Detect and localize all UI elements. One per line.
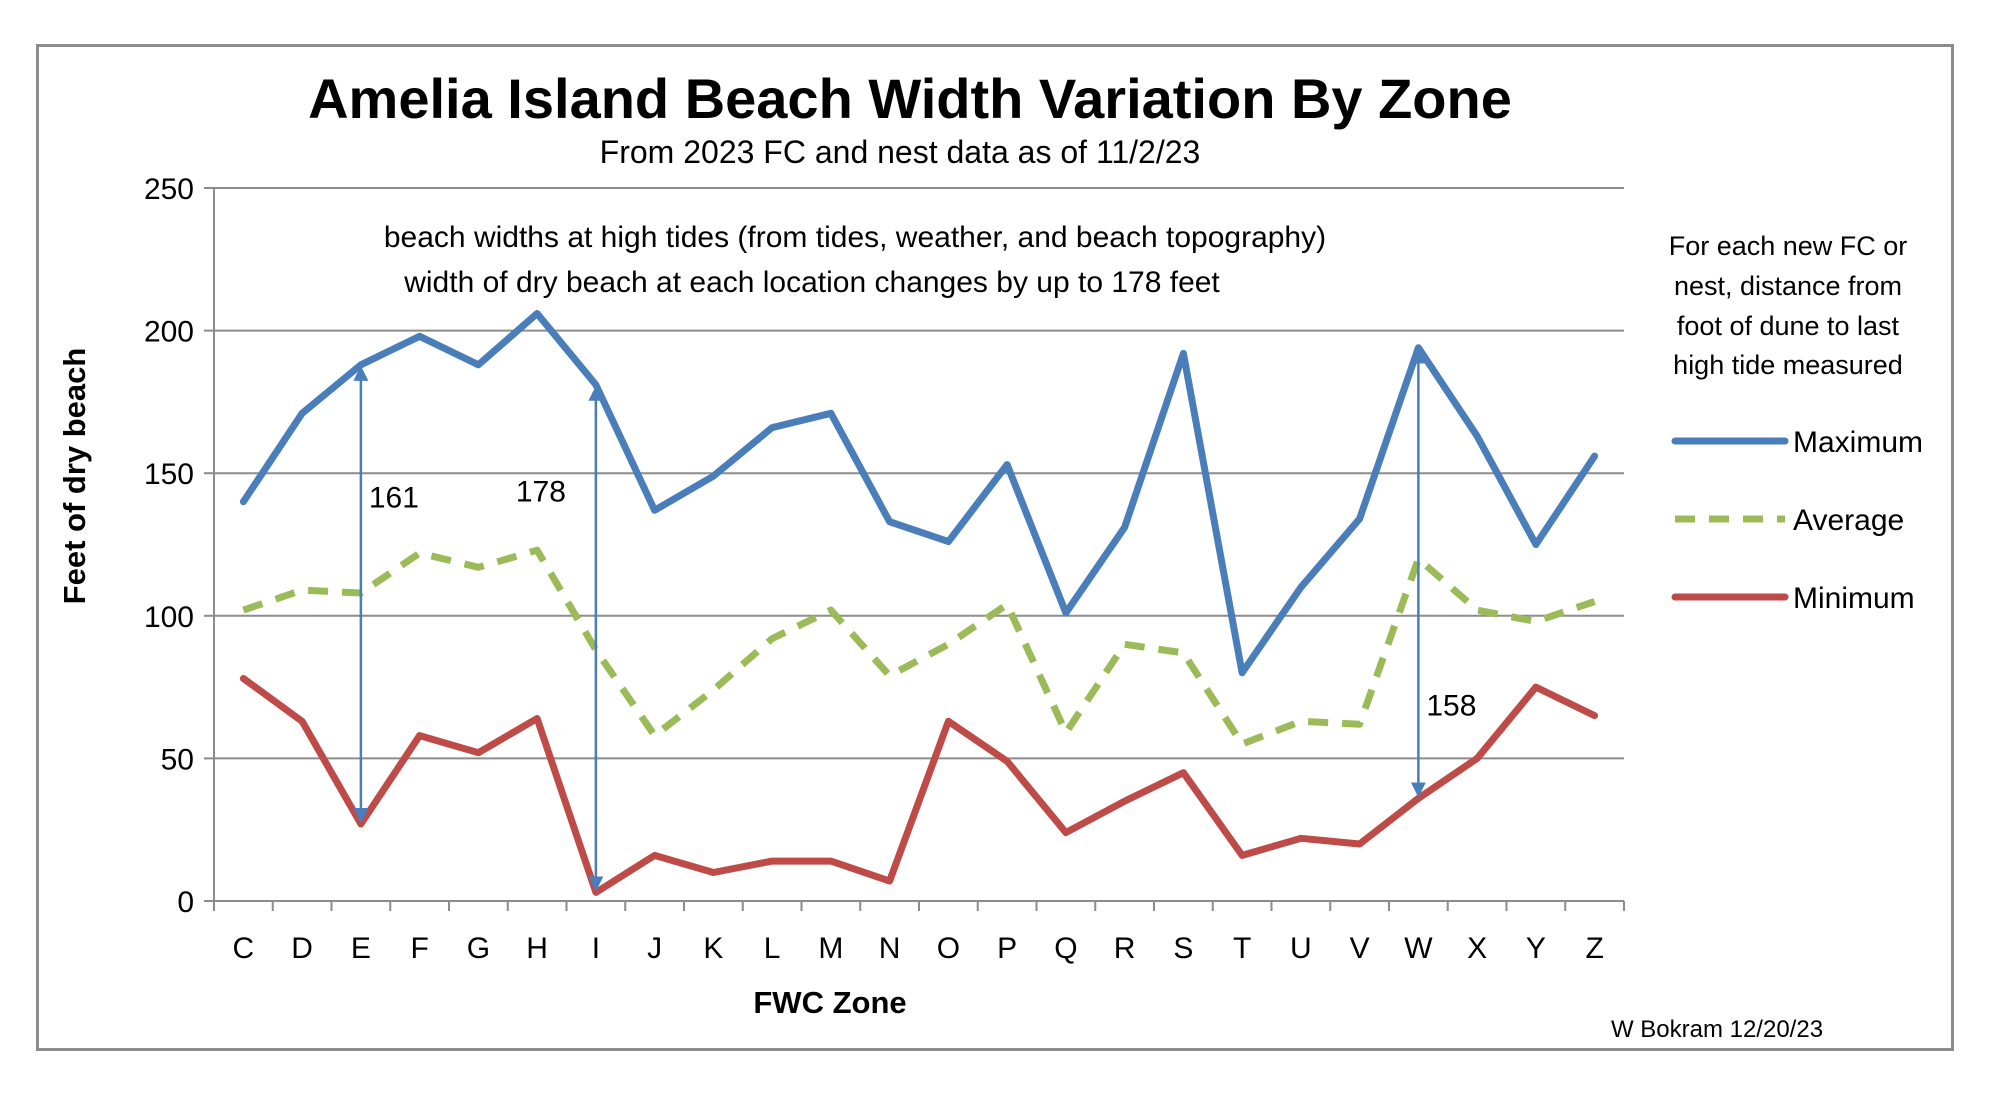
series-line-minimum	[239, 675, 1599, 896]
x-tick-label: Q	[1054, 932, 1077, 965]
y-axis-ticks: 0 50 100 150 200 250	[144, 173, 214, 919]
x-tick-label: S	[1173, 932, 1193, 965]
y-tick-label: 100	[144, 601, 194, 634]
legend-note-line-3: foot of dune to last	[1677, 311, 1900, 341]
chart-title: Amelia Island Beach Width Variation By Z…	[308, 67, 1512, 130]
credit-text: W Bokram 12/20/23	[1611, 1016, 1823, 1043]
x-tick-label: T	[1233, 932, 1251, 965]
x-axis-ticks: C D E F G H I J K L M N O P Q R S T U V W X Y Z	[213, 901, 1625, 965]
x-tick-label: G	[467, 932, 490, 965]
legend-note-line-2: nest, distance from	[1674, 271, 1902, 301]
axes	[213, 188, 1624, 902]
chart-frame	[36, 44, 1954, 1051]
annotation-line-1: beach widths at high tides (from tides, …	[384, 221, 1326, 254]
range-arrows: 161 178 158	[353, 348, 1476, 892]
series-lines	[239, 310, 1599, 896]
range-arrow-label: 158	[1426, 690, 1476, 723]
x-tick-label: K	[703, 932, 723, 965]
annotation-line-2: width of dry beach at each location chan…	[403, 266, 1220, 299]
y-tick-label: 250	[144, 173, 194, 206]
x-tick-label: V	[1350, 932, 1370, 965]
x-tick-label: R	[1114, 932, 1136, 965]
y-tick-label: 50	[161, 743, 194, 776]
range-arrow-label: 178	[516, 476, 566, 509]
x-tick-label: J	[647, 932, 662, 965]
chart-subtitle: From 2023 FC and nest data as of 11/2/23	[600, 134, 1201, 170]
x-tick-label: O	[937, 932, 960, 965]
y-tick-label: 200	[144, 316, 194, 349]
y-tick-label: 0	[177, 886, 194, 919]
range-arrow-label: 161	[369, 481, 419, 514]
y-axis-label: Feet of dry beach	[57, 348, 92, 605]
x-tick-label: D	[291, 932, 313, 965]
legend-label-maximum: Maximum	[1793, 426, 1923, 459]
x-tick-label: L	[764, 932, 781, 965]
x-tick-label: C	[233, 932, 255, 965]
x-tick-label: Y	[1526, 932, 1546, 965]
x-tick-label: W	[1404, 932, 1433, 965]
series-line-average	[242, 546, 1596, 748]
legend-note-line-1: For each new FC or	[1669, 231, 1908, 261]
legend-note: For each new FC or nest, distance from f…	[1669, 231, 1908, 380]
x-tick-label: I	[592, 932, 600, 965]
x-tick-label: M	[818, 932, 843, 965]
x-tick-label: E	[351, 932, 371, 965]
x-tick-label: U	[1290, 932, 1312, 965]
x-tick-label: X	[1467, 932, 1487, 965]
x-tick-label: P	[997, 932, 1017, 965]
x-tick-label: Z	[1585, 932, 1603, 965]
x-tick-label: F	[410, 932, 428, 965]
legend-label-average: Average	[1793, 504, 1904, 537]
x-tick-label: H	[526, 932, 548, 965]
x-axis-label: FWC Zone	[753, 985, 906, 1020]
gridlines	[214, 187, 1624, 760]
series-line-maximum	[239, 310, 1599, 677]
legend-note-line-4: high tide measured	[1673, 350, 1903, 380]
x-tick-label: N	[879, 932, 901, 965]
y-tick-label: 150	[144, 458, 194, 491]
legend: Maximum Average Minimum	[1671, 426, 1923, 615]
legend-label-minimum: Minimum	[1793, 582, 1915, 615]
